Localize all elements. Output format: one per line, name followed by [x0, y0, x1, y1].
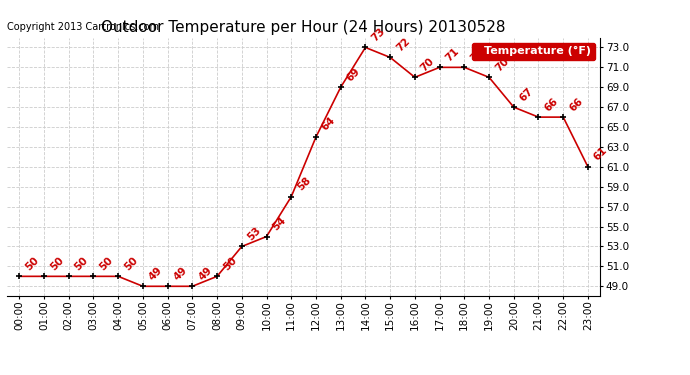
Text: 64: 64 [320, 116, 337, 133]
Text: 69: 69 [345, 66, 362, 83]
Text: 71: 71 [469, 46, 486, 63]
Text: 70: 70 [419, 56, 437, 73]
Text: 50: 50 [73, 255, 90, 272]
Text: 49: 49 [172, 265, 189, 282]
Text: 72: 72 [394, 36, 412, 53]
Text: 66: 66 [542, 96, 560, 113]
Text: 70: 70 [493, 56, 511, 73]
Text: 71: 71 [444, 46, 461, 63]
Text: 50: 50 [48, 255, 66, 272]
Text: Copyright 2013 Cartronics.com: Copyright 2013 Cartronics.com [7, 22, 159, 32]
Text: 50: 50 [97, 255, 115, 272]
Text: 58: 58 [295, 175, 313, 193]
Text: 50: 50 [23, 255, 41, 272]
Text: 73: 73 [370, 26, 387, 43]
Text: 50: 50 [122, 255, 139, 272]
Legend: Temperature (°F): Temperature (°F) [472, 43, 595, 60]
Text: 50: 50 [221, 255, 239, 272]
Text: 49: 49 [197, 265, 214, 282]
Text: 61: 61 [592, 146, 609, 163]
Text: 66: 66 [567, 96, 584, 113]
Text: 53: 53 [246, 225, 264, 242]
Title: Outdoor Temperature per Hour (24 Hours) 20130528: Outdoor Temperature per Hour (24 Hours) … [101, 20, 506, 35]
Text: 67: 67 [518, 86, 535, 103]
Text: 49: 49 [147, 265, 164, 282]
Text: 54: 54 [270, 215, 288, 232]
